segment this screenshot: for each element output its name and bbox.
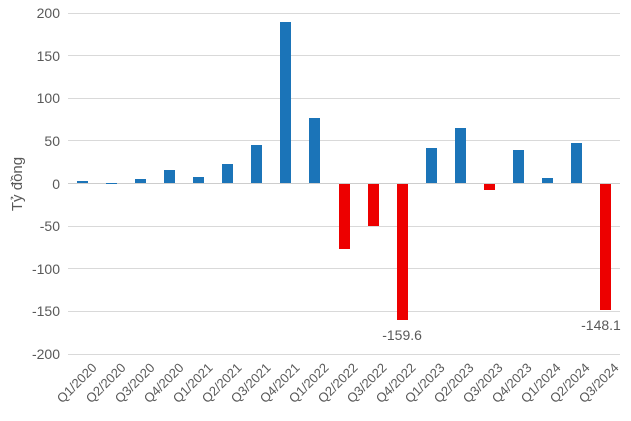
gridline--100 xyxy=(68,268,620,270)
bar-Q4/2022 xyxy=(396,183,408,320)
y-tick-label: -150 xyxy=(31,303,60,320)
bar-Q3/2020 xyxy=(135,179,147,184)
value-label-Q3/2024: -148.1 xyxy=(581,316,621,333)
y-tick-label: -100 xyxy=(31,260,60,277)
value-label-Q4/2022: -159.6 xyxy=(382,326,422,343)
bar-Q2/2020 xyxy=(106,182,118,184)
y-tick-label: 150 xyxy=(36,47,60,64)
bar-Q3/2022 xyxy=(367,183,379,227)
bar-Q2/2023 xyxy=(454,128,466,184)
bar-Q4/2021 xyxy=(280,21,292,184)
bar-Q4/2020 xyxy=(164,169,176,184)
gridline-100 xyxy=(68,97,620,99)
bar-Q4/2023 xyxy=(512,150,524,184)
gridline-50 xyxy=(68,140,620,142)
bar-Q1/2020 xyxy=(77,180,89,184)
gridline--150 xyxy=(68,310,620,312)
bar-Q1/2021 xyxy=(193,176,205,184)
y-tick-label: 100 xyxy=(36,90,60,107)
gridline-200 xyxy=(68,12,620,14)
bar-Q3/2023 xyxy=(483,183,495,191)
bar-Q3/2024 xyxy=(599,183,611,310)
bar-Q2/2024 xyxy=(570,143,582,184)
gridline--200 xyxy=(68,353,620,355)
bar-Q1/2022 xyxy=(309,117,321,184)
bar-Q1/2024 xyxy=(541,178,553,184)
y-tick-label: -200 xyxy=(31,346,60,362)
gridline-150 xyxy=(68,55,620,57)
y-tick-label: 200 xyxy=(36,5,60,21)
y-tick-label: -50 xyxy=(39,218,60,235)
bar-Q2/2022 xyxy=(338,183,350,250)
bar-Q1/2023 xyxy=(425,147,437,184)
bar-Q3/2021 xyxy=(251,145,263,184)
y-tick-label: 50 xyxy=(44,132,60,149)
bar-Q2/2021 xyxy=(222,163,234,184)
y-tick-label: 0 xyxy=(52,175,60,192)
